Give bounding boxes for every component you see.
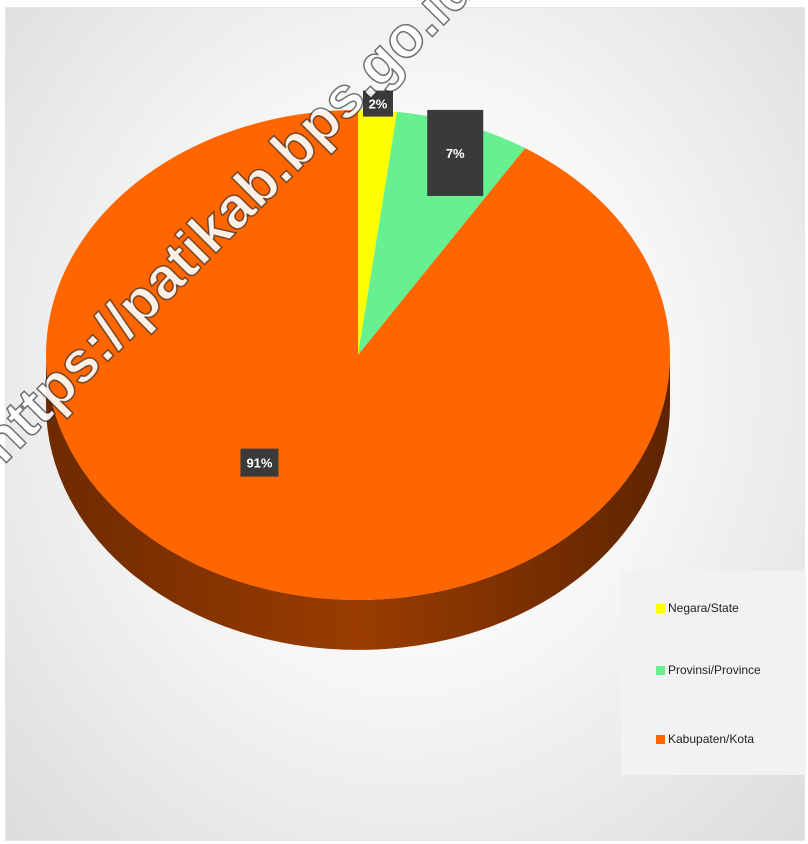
- data-label-text: 7%: [446, 146, 465, 161]
- data-label-box: [427, 109, 484, 196]
- legend-item: Negara/State: [656, 601, 739, 615]
- pie-slice-2: [358, 111, 526, 355]
- pie-data-labels: 2% 7% 91%: [240, 90, 484, 477]
- data-label-text: 2%: [369, 97, 388, 112]
- legend-swatch: [656, 734, 665, 744]
- legend-label: Negara/State: [668, 601, 739, 615]
- legend-swatch: [656, 665, 665, 675]
- legend-item: Kabupaten/Kota: [656, 732, 754, 746]
- data-label-3: 91%: [240, 448, 279, 477]
- pie-3d-side: [46, 355, 670, 650]
- pie-slices: [46, 110, 671, 601]
- data-label-2: 7%: [427, 109, 484, 196]
- chart-legend: Negara/State Provinsi/Province Kabupaten/K…: [621, 571, 806, 775]
- pie-side-wall: [46, 355, 670, 650]
- pie-slice-1: [358, 110, 398, 355]
- data-label-1: 2%: [362, 90, 393, 117]
- data-label-box: [362, 90, 393, 117]
- legend-label: Kabupaten/Kota: [668, 732, 755, 746]
- legend-label: Provinsi/Province: [668, 663, 761, 677]
- pie-slice-3: [46, 110, 671, 601]
- pie-chart: 2% 7% 91%: [46, 90, 671, 650]
- legend-swatch: [656, 603, 665, 613]
- data-label-text: 91%: [246, 456, 272, 471]
- data-label-box: [240, 448, 279, 477]
- legend-item: Provinsi/Province: [656, 663, 761, 677]
